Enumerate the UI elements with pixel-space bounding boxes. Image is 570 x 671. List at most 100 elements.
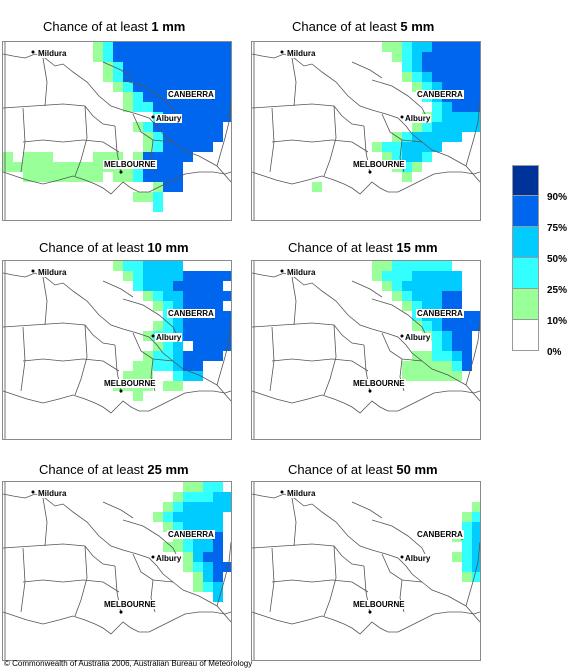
boundary-line	[323, 324, 337, 396]
forecast-cell	[442, 331, 452, 341]
place-label-canberra: CANBERRA	[416, 90, 464, 99]
forecast-cell	[163, 42, 173, 52]
forecast-cell	[462, 72, 472, 82]
forecast-cell	[203, 482, 213, 492]
forecast-cell	[452, 72, 462, 82]
boundary-line	[381, 553, 423, 583]
forecast-cell	[163, 52, 173, 62]
legend-label-75: 75%	[547, 223, 568, 234]
map-panel-1mm: Mildura CANBERRA Albury MELBOURNE	[2, 41, 232, 221]
forecast-cell	[123, 172, 133, 182]
boundary-line	[74, 105, 88, 177]
forecast-cell	[452, 351, 462, 361]
forecast-cell	[183, 542, 193, 552]
map-panel-15mm: Mildura CANBERRA Albury MELBOURNE	[251, 260, 481, 440]
forecast-cell	[412, 162, 422, 172]
boundary-line	[252, 390, 480, 414]
forecast-cell	[472, 122, 480, 132]
boundary-line	[371, 298, 429, 340]
forecast-cell	[452, 132, 462, 142]
forecast-cell	[372, 261, 382, 271]
forecast-cell	[133, 361, 143, 371]
forecast-cell	[143, 142, 153, 152]
boundary-line	[22, 358, 64, 362]
forecast-cell	[143, 261, 153, 271]
forecast-cell	[143, 271, 153, 281]
forecast-cell	[63, 172, 73, 182]
forecast-cell	[203, 542, 213, 552]
forecast-cell	[392, 42, 402, 52]
forecast-cell	[173, 162, 183, 172]
forecast-cell	[452, 281, 462, 291]
boundary-line	[252, 171, 480, 195]
forecast-cell	[123, 42, 133, 52]
forecast-cell	[163, 522, 173, 532]
place-label-albury: Albury	[404, 114, 432, 123]
forecast-cell	[193, 512, 203, 522]
forecast-cell	[93, 52, 103, 62]
forecast-cell	[213, 122, 223, 132]
legend-color-scale	[512, 165, 539, 351]
legend-label-10: 10%	[547, 316, 568, 327]
forecast-cell	[123, 52, 133, 62]
map-canvas	[252, 42, 480, 220]
forecast-cell	[452, 301, 462, 311]
forecast-cell	[472, 321, 480, 331]
forecast-cell	[203, 582, 213, 592]
forecast-cell	[472, 552, 480, 562]
forecast-cell	[133, 391, 143, 401]
forecast-cell	[422, 371, 432, 381]
forecast-cell	[412, 152, 422, 162]
place-label-melbourne: MELBOURNE	[103, 160, 157, 169]
forecast-cell	[382, 271, 392, 281]
forecast-cell	[133, 122, 143, 132]
forecast-cell	[422, 132, 432, 142]
place-label-canberra: CANBERRA	[167, 530, 215, 539]
forecast-cell	[173, 361, 183, 371]
forecast-cell	[462, 82, 472, 92]
boundary-line	[22, 139, 64, 143]
forecast-cell	[213, 52, 223, 62]
boundary-line	[252, 103, 365, 127]
boundary-line	[351, 501, 383, 519]
forecast-cell	[203, 281, 213, 291]
forecast-cell	[163, 142, 173, 152]
forecast-cell	[392, 281, 402, 291]
forecast-cell	[422, 351, 432, 361]
forecast-cell	[163, 512, 173, 522]
legend-label-50: 50%	[547, 254, 568, 265]
forecast-cell	[223, 562, 231, 572]
forecast-cell	[452, 321, 462, 331]
forecast-cell	[422, 261, 432, 271]
forecast-cell	[213, 582, 223, 592]
panel-title-10mm: Chance of at least 10 mm	[39, 240, 189, 255]
city-marker	[280, 269, 284, 273]
forecast-cell	[223, 62, 231, 72]
forecast-cell	[173, 301, 183, 311]
boundary-line	[311, 358, 369, 372]
boundary-line	[62, 358, 120, 372]
forecast-cell	[213, 522, 223, 532]
forecast-cell	[223, 72, 231, 82]
forecast-cell	[193, 492, 203, 502]
forecast-cell	[213, 552, 223, 562]
forecast-cell	[173, 102, 183, 112]
forecast-cell	[462, 532, 472, 542]
boundary-line	[271, 358, 313, 362]
forecast-cell	[402, 371, 412, 381]
forecast-cell	[133, 72, 143, 82]
forecast-cell	[183, 502, 193, 512]
forecast-cell	[203, 102, 213, 112]
forecast-cell	[472, 52, 480, 62]
boundary-line	[291, 57, 297, 107]
city-marker	[400, 555, 404, 559]
forecast-cell	[183, 301, 193, 311]
forecast-cell	[213, 572, 223, 582]
boundary-line	[20, 547, 26, 613]
place-label-albury: Albury	[404, 333, 432, 342]
forecast-cell	[193, 542, 203, 552]
forecast-cell	[203, 572, 213, 582]
forecast-cell	[123, 371, 133, 381]
boundary-line	[3, 611, 231, 635]
forecast-cell	[163, 261, 173, 271]
